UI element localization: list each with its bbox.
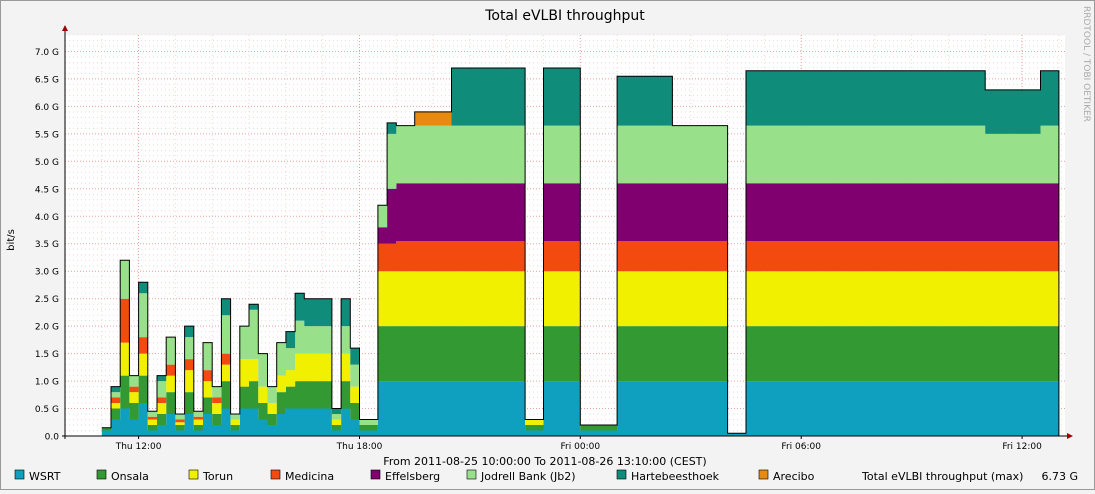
series-area-torun — [101, 271, 1059, 436]
y-tick-label: 2.5 G — [35, 295, 59, 305]
y-tick-label: 6.0 G — [35, 103, 59, 113]
legend-label-wsrt: WSRT — [29, 470, 61, 483]
y-tick-label: 0.5 G — [35, 405, 59, 415]
legend-label-hartebeesthoek: Hartebeesthoek — [631, 470, 720, 483]
series-area-effelsberg — [101, 183, 1059, 436]
y-tick-label: 0.0 — [45, 433, 60, 443]
y-tick-label: 4.5 G — [35, 185, 59, 195]
series-area-onsala — [101, 326, 1059, 436]
legend-label-arecibo: Arecibo — [773, 470, 815, 483]
total-max-value: 6.73 G — [1041, 470, 1078, 483]
stacked-areas — [101, 68, 1059, 436]
legend: WSRT Onsala Torun Medicina Effelsberg Jodrell… — [14, 469, 815, 483]
x-tick-label: Fri 06:00 — [781, 442, 821, 452]
total-outline — [101, 67, 1060, 436]
y-tick-label: 6.5 G — [35, 75, 59, 85]
x-tick-label: Fri 00:00 — [561, 442, 601, 452]
legend-swatch-hartebeesthoek — [616, 469, 627, 480]
legend-label-medicina: Medicina — [285, 470, 334, 483]
total-label: Total eVLBI throughput (max) — [861, 470, 1023, 483]
y-axis-label: bit/s — [6, 229, 17, 251]
chart-title: Total eVLBI throughput — [484, 8, 645, 24]
y-tick-labels: 0.0 0.5 G 1.0 G 1.5 G 2.0 G 2.5 G 3.0 G 3.5 G 4.… — [35, 48, 59, 443]
series-area-medicina — [101, 241, 1059, 436]
series-area-jodrell-bank-jb2 — [101, 125, 1059, 436]
y-tick-label: 5.0 G — [35, 158, 59, 168]
y-tick-label: 2.0 G — [35, 323, 59, 333]
legend-swatch-jodrell-bank-jb2 — [466, 469, 477, 480]
y-tick-label: 1.5 G — [35, 350, 59, 360]
legend-label-onsala: Onsala — [111, 470, 149, 483]
series-area-wsrt — [101, 381, 1059, 436]
axes — [62, 25, 1073, 439]
y-axis-arrow — [62, 25, 68, 31]
watermark: RRDTOOL / TOBI OETIKER — [1081, 6, 1091, 122]
y-tick-label: 3.5 G — [35, 240, 59, 250]
legend-label-torun: Torun — [202, 470, 233, 483]
legend-label-jodrell-bank-jb2: Jodrell Bank (Jb2) — [480, 470, 576, 483]
series-area-hartebeesthoek — [101, 68, 1059, 436]
y-tick-label: 3.0 G — [35, 268, 59, 278]
legend-swatch-arecibo — [758, 469, 769, 480]
x-tick-label: Thu 12:00 — [115, 442, 162, 452]
x-axis-arrow — [1067, 433, 1073, 439]
y-tick-label: 1.0 G — [35, 378, 59, 388]
x-tick-labels: Thu 12:00 Thu 18:00 Fri 00:00 Fri 06:00 Fri … — [115, 436, 1042, 452]
legend-swatch-wsrt — [14, 469, 25, 480]
y-tick-label: 4.0 G — [35, 213, 59, 223]
legend-label-effelsberg: Effelsberg — [385, 470, 440, 483]
period-text: From 2011-08-25 10:00:00 To 2011-08-26 1… — [383, 455, 706, 468]
x-tick-label: Fri 12:00 — [1002, 442, 1042, 452]
legend-swatch-onsala — [96, 469, 107, 480]
y-tick-label: 7.0 G — [35, 48, 59, 58]
legend-swatch-effelsberg — [370, 469, 381, 480]
y-tick-label: 5.5 G — [35, 130, 59, 140]
x-tick-label: Thu 18:00 — [336, 442, 383, 452]
legend-swatch-torun — [188, 469, 199, 480]
legend-swatch-medicina — [270, 469, 281, 480]
